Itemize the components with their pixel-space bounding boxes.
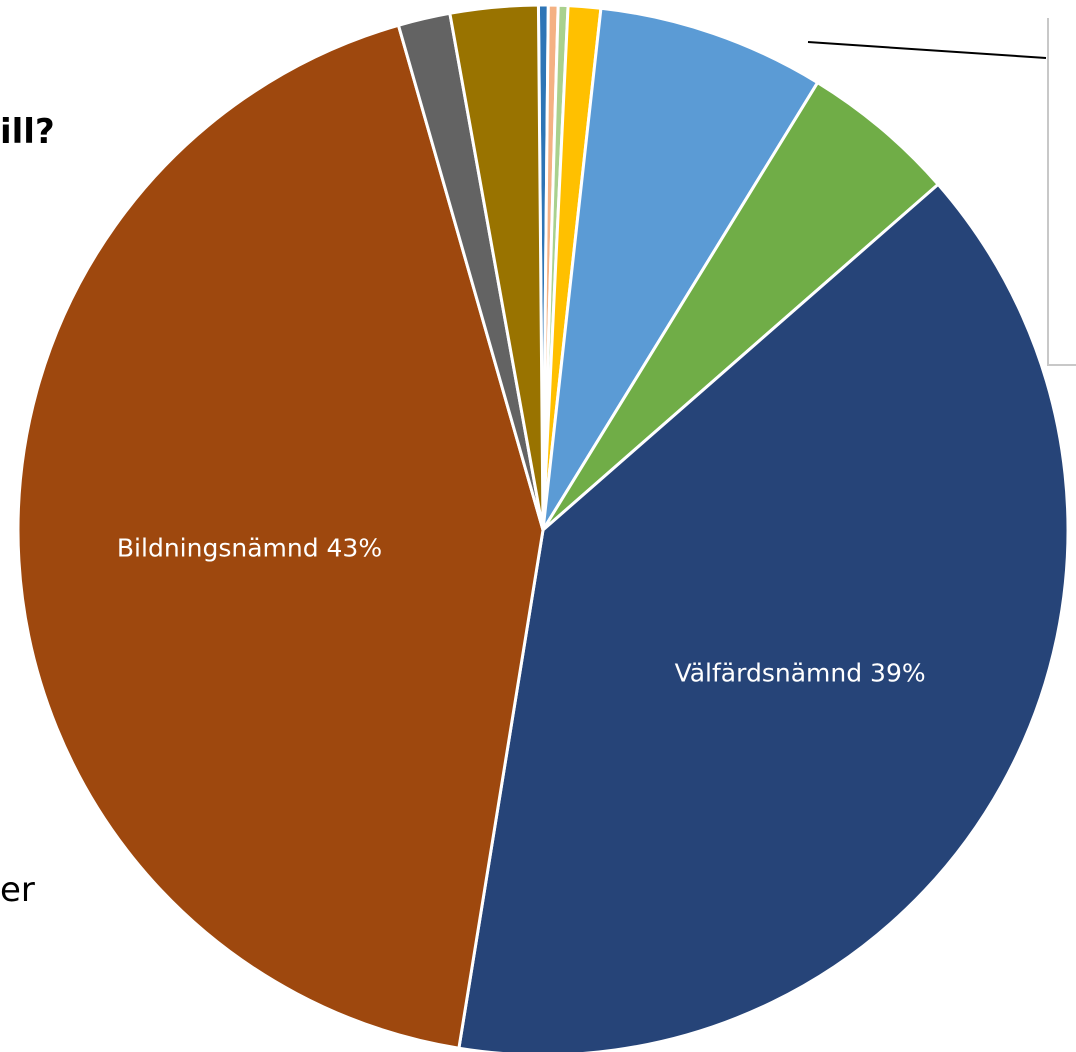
slice-label: Välfärdsnämnd 39% [675,659,926,688]
slice-label: Bildningsnämnd 43% [117,533,382,562]
pie-slice-9 [448,3,545,532]
pie-slice-bildningsn-mnd [16,23,545,1050]
pie-slice-4 [541,6,820,532]
legend-box-outline [1047,18,1076,366]
pie-slice-v-lf-rdsn-mnd [457,182,1070,1052]
partial-heading-text: ill? [0,112,55,152]
leader-line [807,41,1047,59]
pie-labels: Välfärdsnämnd 39% Bildningsnämnd 43% [117,533,926,687]
partial-body-text: er [0,870,35,910]
pie-slices [16,3,1070,1052]
pie-slice-5 [541,81,940,532]
